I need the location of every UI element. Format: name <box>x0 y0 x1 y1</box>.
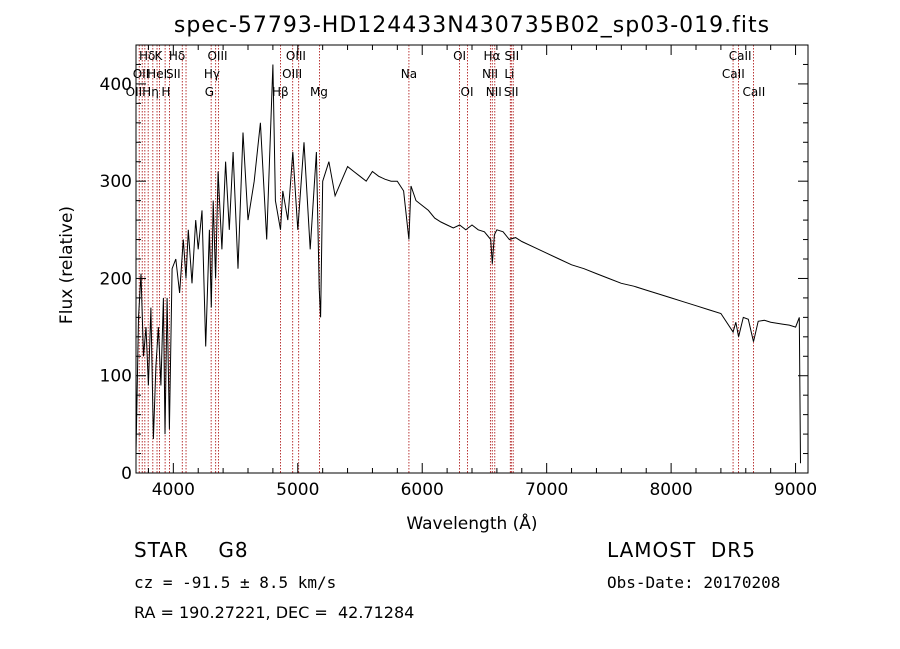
marker-label-1-4: OIII <box>282 67 302 81</box>
marker-label-0-6: Hα <box>483 49 500 63</box>
marker-label-0-2: Hδ <box>169 49 185 63</box>
y-axis-label: Flux (relative) <box>57 206 77 324</box>
plot-frame <box>135 44 809 474</box>
marker-label-1-5: Na <box>401 67 417 81</box>
marker-label-2-2: G <box>205 85 214 99</box>
marker-label-0-7: SII <box>504 49 519 63</box>
redshift-cz: cz = -91.5 ± 8.5 km/s <box>134 573 337 592</box>
marker-label-0-4: OIII <box>286 49 306 63</box>
observation-date: Obs-Date: 20170208 <box>607 573 781 592</box>
marker-label-2-3: Hβ <box>272 85 289 99</box>
marker-label-1-2: SII <box>166 67 181 81</box>
marker-label-1-1: HeI <box>147 67 167 81</box>
star-class: STAR G8 <box>134 538 249 562</box>
marker-label-1-8: CaII <box>722 67 745 81</box>
marker-label-2-6: NII <box>486 85 502 99</box>
marker-label-0-8: CaII <box>729 49 752 63</box>
x-tick-label-4000: 4000 <box>152 480 195 500</box>
marker-label-1-0: OII <box>133 67 150 81</box>
survey-release: LAMOST DR5 <box>607 538 756 562</box>
marker-label-2-1: H <box>161 85 170 99</box>
spectrum-line <box>135 64 801 464</box>
marker-label-0-0: Hδ <box>139 49 155 63</box>
marker-label-1-3: Hγ <box>204 67 220 81</box>
line-markers <box>138 45 754 473</box>
y-tick-label-400: 400 <box>100 75 132 95</box>
ra-dec: RA = 190.27221, DEC = 42.71284 <box>134 603 415 622</box>
x-tick-label-6000: 6000 <box>401 480 444 500</box>
chart-title: spec-57793-HD124433N430735B02_sp03-019.f… <box>174 13 770 38</box>
marker-label-2-4: Mg <box>310 85 328 99</box>
marker-label-1-6: NII <box>482 67 498 81</box>
y-tick-label-200: 200 <box>100 269 132 289</box>
marker-label-2-5: OI <box>461 85 474 99</box>
marker-label-2-7: SII <box>504 85 519 99</box>
x-tick-label-5000: 5000 <box>276 480 319 500</box>
y-tick-label-100: 100 <box>100 367 132 387</box>
y-tick-label-0: 0 <box>121 464 132 484</box>
marker-label-0-5: OI <box>453 49 466 63</box>
marker-label-0-1: K <box>154 49 163 63</box>
marker-label-0-3: OIII <box>207 49 227 63</box>
marker-label-2-0: OIIHη <box>126 85 159 99</box>
x-axis-label: Wavelength (Å) <box>406 512 537 534</box>
y-tick-label-300: 300 <box>100 172 132 192</box>
marker-label-1-7: Li <box>504 67 514 81</box>
axes: 4000 5000 6000 7000 8000 9000 0 100 200 300 400 <box>100 44 817 500</box>
marker-label-2-8: CaII <box>742 85 765 99</box>
x-tick-label-9000: 9000 <box>774 480 817 500</box>
x-tick-label-8000: 8000 <box>649 480 692 500</box>
x-tick-label-7000: 7000 <box>525 480 568 500</box>
